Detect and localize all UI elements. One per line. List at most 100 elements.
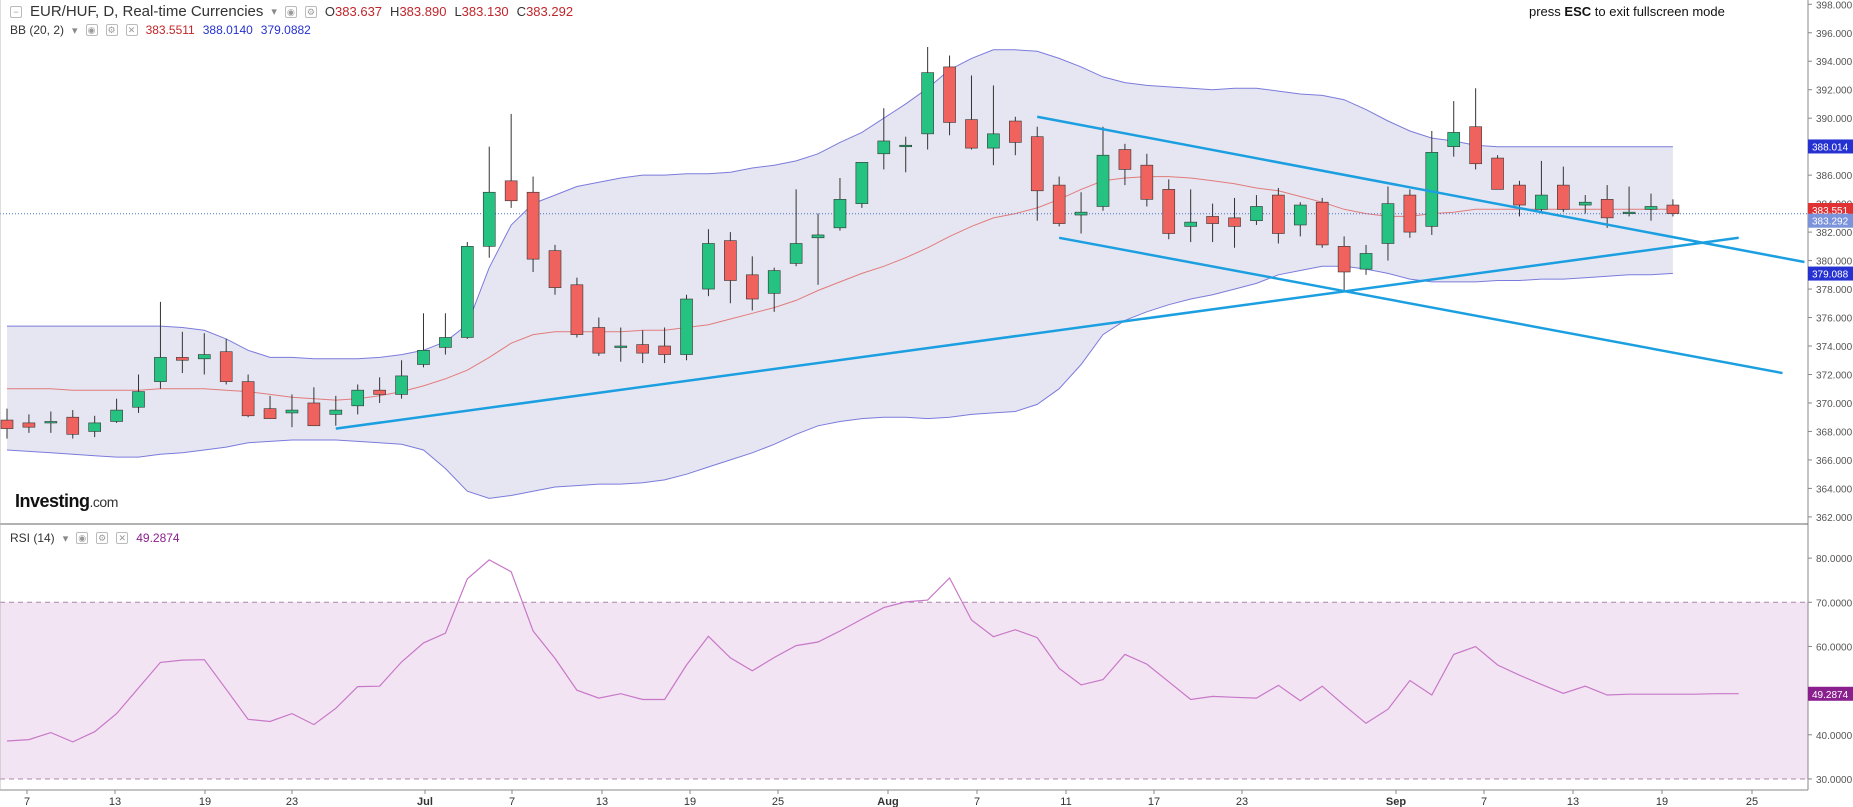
candle: [1666, 199, 1680, 217]
candle: [241, 374, 255, 418]
rsi-value: 49.2874: [136, 531, 180, 545]
candle-body-up: [1293, 204, 1307, 226]
candle-body-down: [1557, 184, 1570, 210]
candle-body-down: [1272, 194, 1285, 234]
candle-body-up: [1381, 203, 1395, 244]
close-price-tag: 383.292: [1808, 213, 1853, 228]
candle-body-up: [110, 409, 123, 422]
candle: [1272, 187, 1285, 244]
candle-body-down: [1600, 199, 1614, 219]
candle-body-up: [395, 375, 408, 395]
candle: [658, 327, 671, 364]
candle-body-up: [1644, 206, 1658, 210]
candle-body-up: [1425, 152, 1439, 227]
candle-body-down: [724, 240, 737, 281]
candle-body-down: [22, 422, 36, 428]
price-tick-label: 362.000: [1816, 513, 1853, 524]
price-tick-label: 380.000: [1816, 257, 1853, 268]
candle-body-down: [548, 250, 562, 288]
candle-body-down: [241, 381, 255, 417]
candle: [592, 317, 606, 356]
price-tick-label: 390.000: [1816, 114, 1853, 125]
chevron-down-icon[interactable]: ▾: [62, 532, 69, 545]
settings-icon[interactable]: ⚙: [96, 532, 109, 544]
time-tick-label: 19: [1656, 796, 1668, 807]
candle: [504, 113, 518, 208]
candle: [1074, 192, 1088, 234]
last-price-tag: 383.551: [1808, 203, 1853, 218]
candle: [614, 327, 628, 362]
price-tick-label: 372.000: [1816, 370, 1853, 381]
price-tick-label: 370.000: [1816, 399, 1853, 410]
ohlc-low: L383.130: [454, 4, 509, 19]
candle: [965, 75, 978, 150]
candle: [899, 136, 913, 173]
candle-body-up: [417, 349, 430, 365]
collapse-icon[interactable]: −: [10, 5, 22, 18]
candle: [855, 162, 869, 208]
chevron-down-icon[interactable]: ▾: [72, 24, 78, 37]
chevron-down-icon[interactable]: ▾: [271, 6, 277, 18]
candle: [395, 360, 408, 399]
candle: [1030, 126, 1044, 221]
candle: [44, 411, 58, 433]
candle-body-down: [1162, 189, 1176, 234]
time-tick-label: Sep: [1386, 796, 1406, 807]
price-tick-label: 392.000: [1816, 86, 1853, 97]
candle-body-down: [219, 351, 233, 382]
candle: [877, 108, 891, 170]
candle: [1469, 88, 1482, 170]
price-tick-label: 376.000: [1816, 314, 1853, 325]
candle-body-up: [767, 270, 781, 294]
settings-icon[interactable]: ⚙: [304, 5, 317, 18]
candle-body-up: [1622, 211, 1636, 214]
time-tick-label: 7: [24, 796, 30, 807]
candle-body-down: [66, 416, 80, 435]
time-axis: 7 13 19 23 Jul 7 13 19 25 Aug 7 11 17 23 Sep 7 13 19 25: [24, 790, 1758, 807]
candle-body-down: [176, 357, 189, 361]
close-icon[interactable]: ✕: [125, 24, 138, 36]
rsi-tick-label: 40.0000: [1816, 731, 1853, 742]
bb-mid-line: [7, 176, 1673, 401]
candle-body-down: [570, 284, 584, 335]
candle-body-up: [132, 391, 145, 408]
time-tick-label: Aug: [877, 796, 898, 807]
candle: [417, 313, 430, 368]
candle-body-down: [1315, 201, 1329, 246]
candle: [570, 277, 584, 338]
bb-title: BB (20, 2): [10, 23, 65, 37]
candle-body-down: [1403, 194, 1417, 233]
bb-upper-tag: 388.014: [1808, 139, 1853, 154]
price-tick-label: 398.000: [1816, 0, 1853, 11]
visibility-icon[interactable]: ◉: [284, 5, 297, 18]
candle-body-down: [1206, 216, 1219, 224]
candle-body-up: [285, 409, 299, 414]
time-tick-label: 19: [199, 796, 211, 807]
visibility-icon[interactable]: ◉: [76, 532, 89, 544]
rsi-value-tag: 49.2874: [1808, 686, 1853, 701]
visibility-icon[interactable]: ◉: [85, 24, 98, 36]
bb-legend: BB (20, 2) ▾ ◉ ⚙ ✕ 383.5511 388.0140 379…: [10, 23, 311, 37]
candle: [1535, 160, 1548, 214]
candle-body-down: [1666, 204, 1680, 214]
candle: [702, 229, 715, 297]
candle-body-up: [461, 246, 474, 338]
candle: [66, 410, 80, 439]
candle: [1162, 179, 1176, 240]
candle: [110, 398, 123, 423]
symbol-title: EUR/HUF, D, Real-time Currencies: [30, 3, 264, 20]
settings-icon[interactable]: ⚙: [105, 24, 118, 36]
candle: [1293, 202, 1307, 237]
candle: [1557, 166, 1570, 213]
fullscreen-hint: press ESC to exit fullscreen mode: [1529, 4, 1725, 19]
candle-body-up: [1074, 211, 1088, 216]
bb-lower-tag-bg: [1808, 266, 1853, 281]
candle-body-down: [263, 408, 277, 419]
time-tick-label: 23: [1236, 796, 1248, 807]
candle-body-up: [1578, 201, 1592, 206]
candle-body-down: [504, 180, 518, 202]
candle: [1250, 195, 1263, 225]
close-icon[interactable]: ✕: [116, 532, 129, 544]
candle-body-up: [1096, 154, 1110, 207]
candle-body-up: [877, 140, 891, 155]
